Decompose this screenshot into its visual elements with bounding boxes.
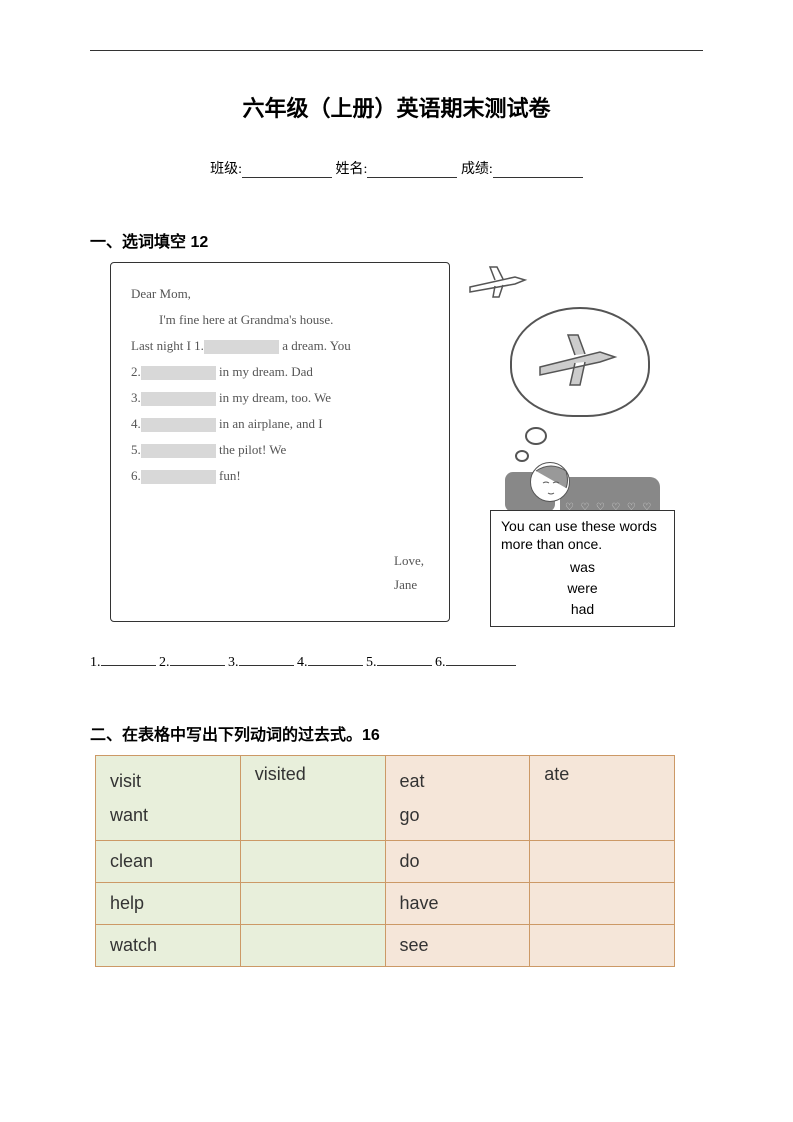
answer-blanks-row: 1. 2. 3. 4. 5. 6. xyxy=(90,652,703,671)
l7b: fun! xyxy=(216,468,241,483)
eat: eat xyxy=(400,764,516,798)
section1-header: 一、选词填空 12 xyxy=(90,228,703,252)
cell-blank[interactable] xyxy=(240,925,385,967)
section2-header: 二、在表格中写出下列动词的过去式。16 xyxy=(90,721,703,745)
want: want xyxy=(110,798,226,832)
head xyxy=(530,462,570,502)
l5b: in an airplane, and I xyxy=(216,416,323,431)
letter-paper: Dear Mom, I'm fine here at Grandma's hou… xyxy=(110,262,450,622)
letter-line3: 2. in my dream. Dad xyxy=(131,359,429,385)
sign1: Love, xyxy=(394,549,424,572)
letter-line7: 6. fun! xyxy=(131,463,429,489)
letter-line1: I'm fine here at Grandma's house. xyxy=(131,307,429,333)
cell-watch: watch xyxy=(96,925,241,967)
class-blank[interactable] xyxy=(242,162,332,178)
ans2-label: 2. xyxy=(159,655,170,670)
cell-see: see xyxy=(385,925,530,967)
letter-line2: Last night I 1. a dream. You xyxy=(131,333,429,359)
airplane-icon xyxy=(465,262,535,302)
bubble-cloud xyxy=(510,307,650,417)
letter-line5: 4. in an airplane, and I xyxy=(131,411,429,437)
blank5[interactable] xyxy=(141,444,216,458)
ans6-label: 6. xyxy=(435,655,446,670)
l6b: the pilot! We xyxy=(216,442,287,457)
letter-illustration: Dear Mom, I'm fine here at Grandma's hou… xyxy=(100,262,675,627)
bubble-dot1 xyxy=(525,427,547,445)
blank2[interactable] xyxy=(141,366,216,380)
cell-ate: ate xyxy=(530,756,675,841)
ans5-label: 5. xyxy=(366,655,377,670)
cell-blank[interactable] xyxy=(530,925,675,967)
cell-visited: visited xyxy=(240,756,385,841)
table-row: watch see xyxy=(96,925,675,967)
letter-signoff: Love, Jane xyxy=(394,549,424,596)
l3a: 2. xyxy=(131,364,141,379)
cell-have: have xyxy=(385,883,530,925)
blank3[interactable] xyxy=(141,392,216,406)
l4b: in my dream, too. We xyxy=(216,390,331,405)
sign2: Jane xyxy=(394,573,424,596)
cell-blank[interactable] xyxy=(530,841,675,883)
ans1-label: 1. xyxy=(90,655,101,670)
page-title: 六年级（上册）英语期末测试卷 xyxy=(90,91,703,123)
cell-blank[interactable] xyxy=(530,883,675,925)
cell-blank[interactable] xyxy=(240,841,385,883)
l4a: 3. xyxy=(131,390,141,405)
class-label: 班级: xyxy=(210,162,242,177)
ans2-blank[interactable] xyxy=(170,652,225,666)
word-were: were xyxy=(501,578,664,599)
thought-bubble xyxy=(510,307,655,427)
blank4[interactable] xyxy=(141,418,216,432)
word-was: was xyxy=(501,557,664,578)
ans6-blank[interactable] xyxy=(446,652,516,666)
word-hint-box: You can use these words more than once. … xyxy=(490,510,675,627)
cell-clean: clean xyxy=(96,841,241,883)
table-row: clean do xyxy=(96,841,675,883)
letter-line6: 5. the pilot! We xyxy=(131,437,429,463)
l2a: Last night I 1. xyxy=(131,338,204,353)
l3b: in my dream. Dad xyxy=(216,364,313,379)
table-row: help have xyxy=(96,883,675,925)
ans4-blank[interactable] xyxy=(308,652,363,666)
score-blank[interactable] xyxy=(493,162,583,178)
ans3-label: 3. xyxy=(228,655,239,670)
go: go xyxy=(400,798,516,832)
dream-plane-icon xyxy=(530,327,630,397)
name-label: 姓名: xyxy=(336,162,368,177)
letter-line4: 3. in my dream, too. We xyxy=(131,385,429,411)
cell-do: do xyxy=(385,841,530,883)
l7a: 6. xyxy=(131,468,141,483)
cell-visit-want: visitwant xyxy=(96,756,241,841)
cell-help: help xyxy=(96,883,241,925)
blank1[interactable] xyxy=(204,340,279,354)
student-info-line: 班级: 姓名: 成绩: xyxy=(90,158,703,178)
cell-eat-go: eatgo xyxy=(385,756,530,841)
ans1-blank[interactable] xyxy=(101,652,156,666)
top-rule xyxy=(90,50,703,51)
l2b: a dream. You xyxy=(279,338,351,353)
ans5-blank[interactable] xyxy=(377,652,432,666)
l5a: 4. xyxy=(131,416,141,431)
cell-blank[interactable] xyxy=(240,883,385,925)
l6a: 5. xyxy=(131,442,141,457)
letter-greeting: Dear Mom, xyxy=(131,281,429,307)
ans4-label: 4. xyxy=(297,655,308,670)
name-blank[interactable] xyxy=(367,162,457,178)
ans3-blank[interactable] xyxy=(239,652,294,666)
word-had: had xyxy=(501,599,664,620)
visit: visit xyxy=(110,764,226,798)
table-row: visitwant visited eatgo ate xyxy=(96,756,675,841)
blank6[interactable] xyxy=(141,470,216,484)
verb-table: visitwant visited eatgo ate clean do hel… xyxy=(95,755,675,967)
score-label: 成绩: xyxy=(461,162,493,177)
wordbox-title: You can use these words more than once. xyxy=(501,517,664,553)
